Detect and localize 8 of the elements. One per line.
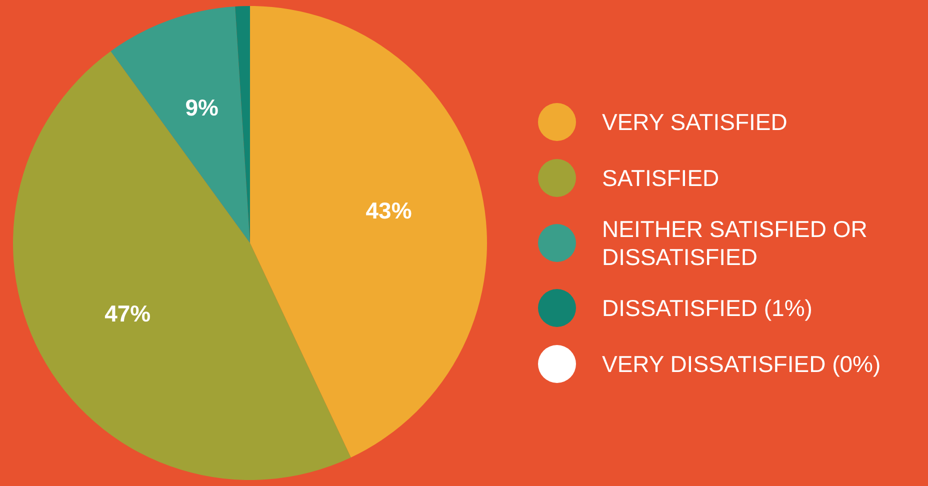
legend-label: NEITHER SATISFIED OR DISSATISFIED — [602, 215, 868, 271]
legend-label: VERY SATISFIED — [602, 108, 788, 136]
data-label: 47% — [104, 300, 151, 327]
data-label: 43% — [366, 197, 412, 224]
legend-label: VERY DISSATISFIED (0%) — [602, 350, 882, 378]
legend-label: DISSATISFIED (1%) — [602, 294, 814, 322]
legend-label: SATISFIED — [602, 164, 720, 192]
data-label: 9% — [185, 94, 218, 121]
